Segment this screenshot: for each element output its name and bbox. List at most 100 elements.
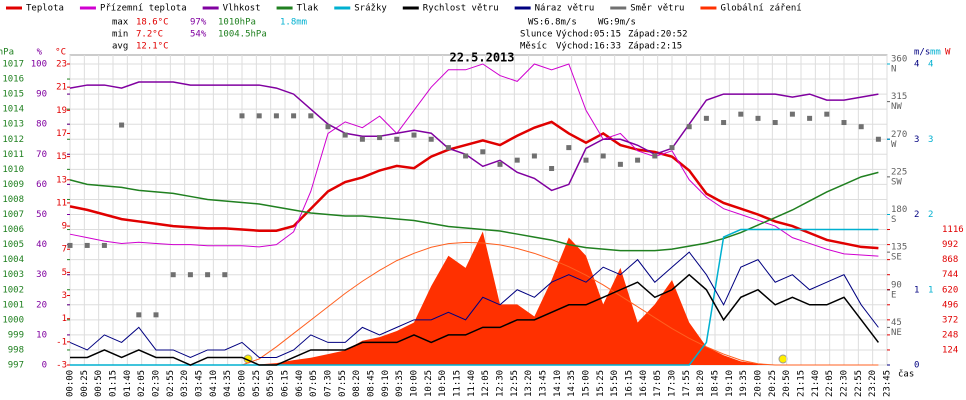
legend-label: Směr větru — [630, 4, 684, 14]
series-line — [69, 120, 879, 250]
x-tick-label: 03:20 — [180, 370, 190, 397]
y-tick-label: N — [891, 65, 896, 75]
x-tick-label: 15:25 — [596, 370, 606, 397]
direction-point — [789, 111, 795, 117]
direction-point — [600, 153, 606, 159]
astro-info: Měsíc — [520, 42, 547, 52]
sunset-marker — [778, 354, 788, 364]
direction-point — [84, 242, 90, 248]
legend-label: Rychlost větru — [423, 4, 499, 14]
axis-unit: W — [945, 48, 951, 58]
direction-point — [291, 113, 297, 119]
y-tick-label: 1009 — [2, 180, 24, 190]
stat-max: 97% — [190, 18, 207, 28]
x-tick-label: 12:05 — [481, 370, 491, 397]
direction-point — [549, 166, 555, 172]
y-tick-label: 1 — [928, 285, 933, 295]
x-tick-label: 05:00 — [238, 370, 248, 397]
y-tick-label: 80 — [36, 120, 47, 130]
y-tick-label: 40 — [36, 240, 47, 250]
x-tick-label: 17:55 — [682, 370, 692, 397]
y-tick-label: 23 — [56, 60, 67, 70]
y-tick-label: 21 — [56, 83, 67, 93]
x-tick-label: 02:30 — [152, 370, 162, 397]
stat-min: min — [112, 30, 128, 40]
x-tick-label: 00:50 — [94, 370, 104, 397]
stat-avg: avg — [112, 42, 128, 52]
y-tick-label: 124 — [942, 345, 958, 355]
x-tick-label: 22:30 — [840, 370, 850, 397]
stat-max: 1010hPa — [218, 18, 256, 28]
direction-point — [635, 157, 641, 163]
y-tick-label: 868 — [942, 255, 958, 265]
y-tick-label: 60 — [36, 180, 47, 190]
y-tick-label: 1014 — [2, 105, 24, 115]
x-tick-label: 15:00 — [582, 370, 592, 397]
x-tick-label: 21:15 — [797, 370, 807, 397]
x-tick-label: 23:20 — [868, 370, 878, 397]
y-tick-label: 90 — [36, 90, 47, 100]
y-tick-label: 2 — [914, 210, 919, 220]
direction-point — [738, 111, 744, 117]
stat-avg: 12.1°C — [136, 42, 169, 52]
axis-unit: mm — [930, 48, 941, 58]
y-tick-label: 4 — [914, 60, 919, 70]
y-tick-label: SW — [891, 177, 902, 187]
y-tick-label: 1007 — [2, 210, 24, 220]
y-tick-label: 90 — [891, 280, 902, 290]
legend-label: Tlak — [297, 4, 319, 14]
direction-point — [858, 124, 864, 130]
y-tick-label: 5 — [62, 268, 67, 278]
direction-point — [67, 242, 73, 248]
x-tick-label: 01:40 — [123, 370, 133, 397]
radiation-area — [70, 231, 879, 365]
y-tick-label: 1016 — [2, 75, 24, 85]
x-tick-label: 01:15 — [109, 370, 119, 397]
series-line — [69, 251, 879, 359]
y-tick-label: 30 — [36, 270, 47, 280]
x-tick-label: 20:25 — [768, 370, 778, 397]
direction-point — [273, 113, 279, 119]
y-tick-label: 997 — [8, 361, 24, 371]
y-tick-label: 0 — [914, 361, 919, 371]
y-tick-label: 620 — [942, 285, 958, 295]
y-tick-label: 17 — [56, 129, 67, 139]
x-tick-label: 21:40 — [811, 370, 821, 397]
direction-point — [721, 120, 727, 126]
x-tick-label: 06:15 — [281, 370, 291, 397]
x-tick-label: 11:40 — [467, 370, 477, 397]
direction-point — [101, 242, 107, 248]
direction-point — [342, 132, 348, 138]
x-tick-label: 04:10 — [209, 370, 219, 397]
direction-point — [377, 135, 383, 141]
y-tick-label: 998 — [8, 345, 24, 355]
direction-point — [772, 120, 778, 126]
direction-point — [669, 145, 675, 151]
x-tick-label: 10:00 — [410, 370, 420, 397]
x-tick-label: 16:40 — [639, 370, 649, 397]
x-tick-label: 07:30 — [324, 370, 334, 397]
direction-point — [463, 153, 469, 159]
y-tick-label: 7 — [62, 245, 67, 255]
y-tick-label: 360 — [891, 55, 907, 65]
x-tick-label: 18:20 — [696, 370, 706, 397]
direction-point — [497, 161, 503, 167]
direction-point — [875, 136, 881, 142]
y-tick-label: 1004 — [2, 255, 24, 265]
direction-point — [411, 132, 417, 138]
stat-min: 7.2°C — [136, 30, 163, 40]
direction-point — [807, 115, 813, 121]
y-tick-label: 372 — [942, 315, 958, 325]
stat-max: 1.8mm — [280, 18, 307, 28]
series-line — [69, 171, 879, 252]
x-tick-label: 11:15 — [453, 370, 463, 397]
x-tick-label: 02:55 — [166, 370, 176, 397]
y-tick-label: 1017 — [2, 60, 24, 70]
y-tick-label: 135 — [891, 243, 907, 253]
y-tick-label: NW — [891, 102, 902, 112]
y-tick-label: NE — [891, 328, 902, 338]
y-tick-label: 10 — [36, 330, 47, 340]
series-line — [69, 81, 879, 192]
y-tick-label: E — [891, 290, 896, 300]
direction-point — [325, 124, 331, 130]
